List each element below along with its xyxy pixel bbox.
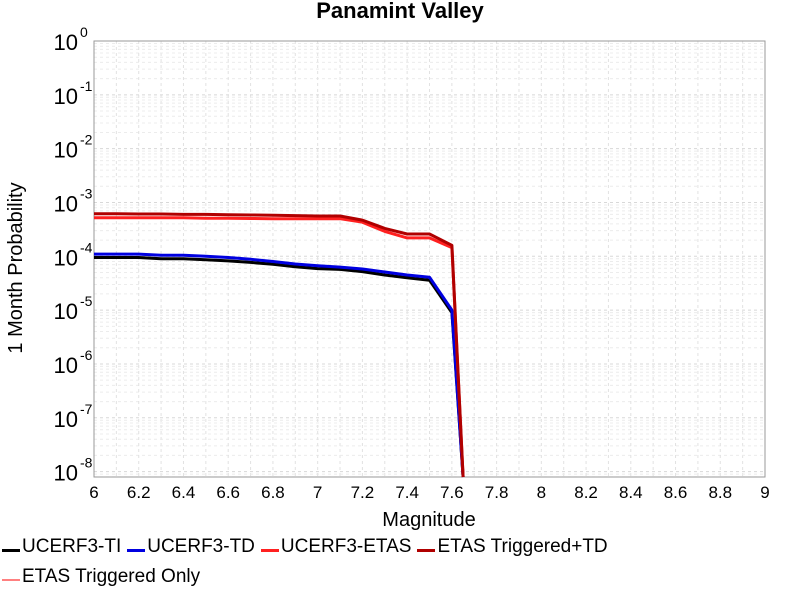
series-line-ucerf3-ti: [94, 256, 465, 478]
y-tick-base: 10: [54, 191, 78, 216]
legend-item-ucerf3-ti: UCERF3-TI: [2, 536, 121, 558]
legend-label-etas-triggered-only: ETAS Triggered Only: [22, 566, 201, 587]
series-line-ucerf3-etas: [94, 216, 465, 478]
x-axis-label: Magnitude: [382, 509, 475, 531]
y-tick-exponent: -5: [80, 293, 93, 309]
y-tick-exponent: -2: [80, 132, 93, 148]
legend-item-ucerf3-td: UCERF3-TD: [127, 536, 255, 558]
legend-swatch-ucerf3-td: [127, 548, 146, 552]
series-line-etas-triggered-td: [94, 212, 465, 478]
y-tick-base: 10: [54, 245, 78, 270]
legend-swatch-etas-triggered-only: [2, 579, 20, 581]
chart-title: Panamint Valley: [316, 0, 484, 23]
legend-label-ucerf3-ti: UCERF3-TI: [22, 536, 122, 557]
legend-label-ucerf3-td: UCERF3-TD: [147, 536, 255, 557]
x-tick-label: 6.8: [261, 483, 285, 502]
x-tick-label: 6.2: [127, 483, 151, 502]
x-tick-label: 6.4: [172, 483, 196, 502]
x-tick-label: 6.6: [216, 483, 240, 502]
y-tick-base: 10: [54, 461, 78, 486]
y-tick-base: 10: [54, 138, 78, 163]
x-tick-label: 7.4: [395, 483, 419, 502]
legend-label-ucerf3-etas: UCERF3-ETAS: [280, 536, 412, 557]
series-layer: [94, 212, 465, 478]
legend-row-1: UCERF3-TI UCERF3-TD UCERF3-ETAS ETAS Tri…: [2, 536, 614, 558]
y-tick-exponent: -1: [80, 78, 93, 94]
legend-item-etas-triggered-td: ETAS Triggered+TD: [417, 536, 608, 558]
x-tick-labels: 6 6.2 6.4 6.6 6.8 7 7.2 7.4 7.6 7.8 8 8.2 8.4 8.6 8.8 9: [89, 483, 769, 502]
x-tick-label: 6: [89, 483, 98, 502]
y-tick-exponent: -3: [80, 185, 93, 201]
legend-row-2: ETAS Triggered Only: [2, 566, 206, 588]
y-tick-base: 10: [54, 407, 78, 432]
legend-item-etas-triggered-only: ETAS Triggered Only: [2, 566, 200, 588]
y-tick-base: 10: [54, 299, 78, 324]
y-tick-base: 10: [54, 353, 78, 378]
x-tick-label: 8.4: [619, 483, 643, 502]
x-tick-label: 8.8: [708, 483, 732, 502]
x-tick-label: 7.2: [351, 483, 375, 502]
legend-label-etas-triggered-td: ETAS Triggered+TD: [437, 536, 608, 557]
y-tick-base: 10: [54, 84, 78, 109]
x-tick-label: 8.2: [574, 483, 598, 502]
y-tick-base: 10: [54, 30, 78, 55]
legend-swatch-ucerf3-etas: [260, 548, 279, 552]
y-tick-exponent: -6: [80, 347, 93, 363]
legend-item-ucerf3-etas: UCERF3-ETAS: [260, 536, 412, 558]
series-line-ucerf3-td: [94, 252, 465, 478]
y-axis-label: 1 Month Probability: [5, 182, 27, 353]
y-tick-exponent: 0: [80, 24, 88, 40]
y-tick-exponent: -8: [80, 455, 93, 471]
x-tick-label: 7.8: [485, 483, 509, 502]
legend-swatch-ucerf3-ti: [2, 548, 20, 552]
x-tick-label: 7: [313, 483, 322, 502]
x-tick-label: 7.6: [440, 483, 464, 502]
x-tick-label: 8.6: [664, 483, 688, 502]
y-tick-exponent: -4: [80, 239, 93, 255]
legend-swatch-etas-triggered-td: [417, 548, 436, 552]
minor-grid: [94, 41, 765, 478]
x-tick-label: 9: [760, 483, 769, 502]
x-tick-label: 8: [537, 483, 546, 502]
y-tick-exponent: -7: [80, 401, 93, 417]
